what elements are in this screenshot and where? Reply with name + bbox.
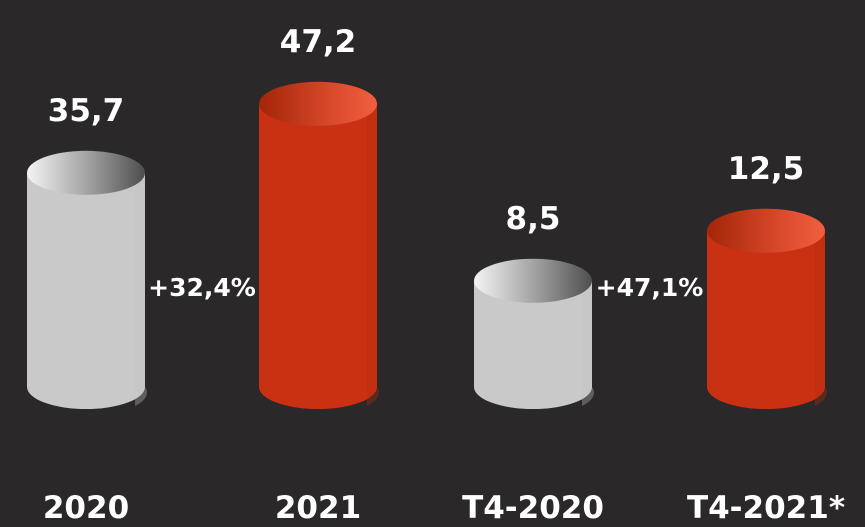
bar-shade (367, 103, 380, 407)
bar-shade (582, 280, 595, 406)
bar-body (27, 172, 145, 409)
value-label: 8,5 (506, 201, 561, 237)
bar-body (474, 280, 592, 409)
category-label: T4-2021* (687, 490, 845, 526)
bar-top (474, 258, 592, 303)
bar-top (707, 208, 825, 253)
value-label: 47,2 (280, 24, 357, 60)
category-label: 2021 (275, 490, 361, 526)
value-label: 35,7 (48, 93, 125, 129)
bar-t4-2020 (474, 258, 595, 409)
bar-2020 (27, 150, 148, 409)
value-label: 12,5 (728, 151, 805, 187)
bar-body (707, 230, 825, 409)
bar-shade (135, 172, 148, 406)
growth-label: +47,1% (596, 273, 704, 302)
bar-top (27, 150, 145, 195)
category-label: 2020 (43, 490, 129, 526)
growth-label: +32,4% (148, 273, 256, 302)
category-label: T4-2020 (462, 490, 604, 526)
cylinders-layer (27, 81, 828, 410)
bar-2021 (259, 81, 380, 410)
bar-t4-2021- (707, 208, 828, 409)
bar-body (259, 103, 377, 410)
bar-shade (815, 230, 828, 406)
labels-layer: 35,7 47,2 8,5 12,5 2020 2021 T4-2020 T4-2021* +3… (43, 24, 845, 526)
bar-top (259, 81, 377, 126)
